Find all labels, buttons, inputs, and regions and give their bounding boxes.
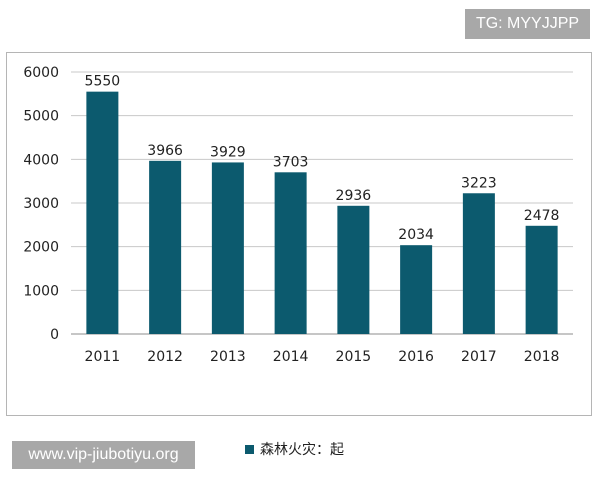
bar: [149, 160, 182, 334]
data-label: 2936: [336, 188, 372, 204]
data-label: 3929: [210, 144, 246, 160]
data-label: 5550: [85, 74, 121, 90]
x-tick-label: 2018: [524, 349, 560, 365]
x-tick-label: 2017: [461, 349, 497, 365]
data-label: 3703: [273, 154, 309, 170]
data-label: 3966: [147, 143, 183, 159]
chart-legend: 森林火灾：起: [245, 439, 344, 459]
bar: [525, 225, 558, 334]
y-tick-label: 3000: [23, 196, 59, 212]
data-label: 2034: [398, 227, 434, 243]
bar: [86, 91, 119, 335]
y-tick-label: 5000: [23, 109, 59, 125]
x-tick-label: 2016: [398, 349, 434, 365]
watermark-top: TG: MYYJJPP: [465, 9, 590, 39]
y-tick-label: 6000: [23, 65, 59, 81]
x-tick-label: 2013: [210, 349, 246, 365]
y-tick-label: 0: [50, 327, 59, 343]
chart-frame: 0 1000 2000 3000 4000 5000 6000 5550 2011 3966 201…: [6, 52, 592, 458]
bar: [211, 162, 244, 334]
bar: [462, 193, 495, 334]
legend-swatch: [245, 444, 254, 454]
data-label: 2478: [524, 208, 560, 224]
x-tick-label: 2014: [273, 349, 309, 365]
bar-chart: 0 1000 2000 3000 4000 5000 6000 5550 2011 3966 201…: [23, 65, 573, 365]
x-tick-label: 2011: [85, 349, 121, 365]
legend-label: 森林火灾：起: [260, 442, 344, 458]
bar: [400, 245, 433, 334]
data-label: 3223: [461, 175, 497, 191]
y-tick-label: 4000: [23, 152, 59, 168]
y-tick-label: 2000: [23, 240, 59, 256]
x-tick-label: 2015: [336, 349, 372, 365]
bar: [274, 172, 307, 334]
y-tick-label: 1000: [23, 283, 59, 299]
bar: [337, 205, 370, 334]
watermark-bottom: www.vip-jiubotiyu.org: [12, 441, 195, 469]
x-tick-label: 2012: [147, 349, 183, 365]
